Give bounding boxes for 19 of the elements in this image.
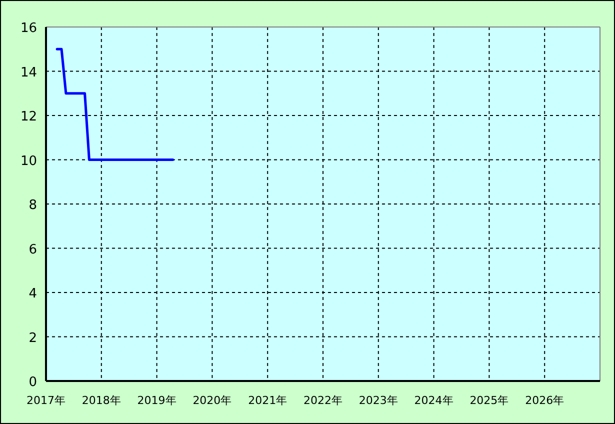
y-tick-label: 0 [28, 375, 37, 390]
x-tick-label: 2025年 [470, 394, 509, 407]
x-tick-label: 2026年 [525, 394, 564, 407]
x-tick-label: 2022年 [304, 394, 342, 407]
y-tick-label: 4 [28, 286, 37, 302]
y-tick-label: 8 [28, 198, 37, 213]
y-tick-label: 10 [20, 154, 37, 169]
y-tick-label: 6 [28, 242, 37, 258]
y-tick-label: 14 [20, 65, 37, 80]
x-tick-label: 2020年 [192, 394, 232, 407]
x-tick-label: 2021年 [248, 394, 288, 407]
y-tick-label: 12 [20, 110, 37, 124]
x-tick-label: 2024年 [414, 394, 454, 407]
x-tick-label: 2019年 [137, 394, 176, 407]
x-tick-label: 2017年 [26, 394, 66, 407]
x-tick-label: 2018年 [82, 394, 121, 407]
x-tick-label: 2023年 [358, 394, 398, 407]
y-tick-label: 2 [28, 330, 37, 346]
y-tick-label: 16 [20, 21, 37, 36]
